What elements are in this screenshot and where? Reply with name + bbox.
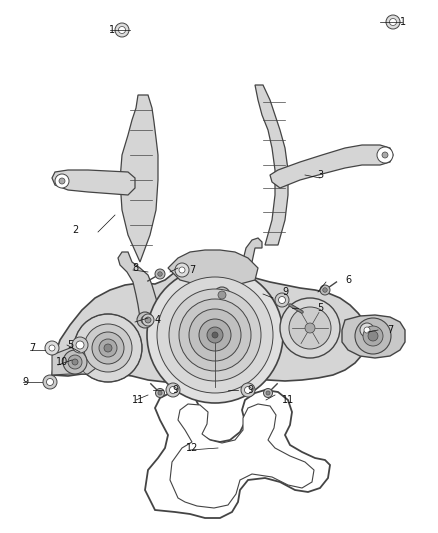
Circle shape — [59, 178, 65, 184]
Text: 12: 12 — [186, 443, 198, 453]
Circle shape — [275, 293, 289, 307]
Polygon shape — [218, 238, 262, 300]
Polygon shape — [52, 345, 96, 375]
Circle shape — [355, 318, 391, 354]
Circle shape — [364, 327, 370, 333]
Text: 4: 4 — [155, 315, 161, 325]
Circle shape — [266, 391, 270, 395]
Text: 5: 5 — [67, 340, 73, 350]
Polygon shape — [236, 288, 260, 328]
Text: 1: 1 — [109, 25, 115, 35]
Text: 8: 8 — [132, 263, 138, 273]
Circle shape — [175, 263, 189, 277]
Circle shape — [155, 389, 165, 398]
Polygon shape — [270, 145, 393, 188]
Circle shape — [166, 383, 180, 397]
Circle shape — [84, 324, 132, 372]
Circle shape — [147, 267, 283, 403]
Circle shape — [244, 386, 251, 393]
Circle shape — [145, 317, 151, 323]
Circle shape — [241, 383, 255, 397]
Polygon shape — [52, 265, 368, 383]
Circle shape — [320, 285, 330, 295]
Text: 9: 9 — [247, 385, 253, 395]
Circle shape — [99, 339, 117, 357]
Circle shape — [155, 269, 165, 279]
Polygon shape — [52, 170, 135, 195]
Polygon shape — [168, 250, 258, 285]
Text: 7: 7 — [189, 265, 195, 275]
Circle shape — [68, 355, 82, 369]
Circle shape — [212, 332, 218, 338]
Circle shape — [170, 386, 177, 393]
Polygon shape — [342, 315, 405, 358]
Circle shape — [169, 289, 261, 381]
Circle shape — [389, 19, 396, 26]
Circle shape — [280, 298, 340, 358]
Polygon shape — [120, 95, 158, 262]
Circle shape — [142, 314, 154, 326]
Text: 1: 1 — [400, 17, 406, 27]
Circle shape — [115, 23, 129, 37]
Circle shape — [363, 326, 383, 346]
Polygon shape — [118, 252, 158, 325]
Circle shape — [119, 27, 126, 34]
Text: 9: 9 — [22, 377, 28, 387]
Circle shape — [264, 389, 272, 398]
Text: 6: 6 — [345, 275, 351, 285]
Circle shape — [137, 312, 153, 328]
Circle shape — [76, 341, 84, 349]
Circle shape — [289, 307, 331, 349]
Circle shape — [158, 272, 162, 276]
Text: 2: 2 — [72, 225, 78, 235]
Circle shape — [386, 15, 400, 29]
Circle shape — [218, 291, 226, 299]
Circle shape — [55, 174, 69, 188]
Circle shape — [360, 323, 374, 337]
Circle shape — [179, 267, 185, 273]
Circle shape — [104, 344, 112, 352]
Circle shape — [214, 287, 230, 303]
Circle shape — [323, 288, 327, 292]
Circle shape — [63, 350, 87, 374]
Circle shape — [377, 147, 393, 163]
Text: 7: 7 — [29, 343, 35, 353]
Polygon shape — [170, 404, 314, 508]
Circle shape — [72, 337, 88, 353]
Circle shape — [92, 332, 124, 364]
Circle shape — [189, 309, 241, 361]
Text: 11: 11 — [282, 395, 294, 405]
Circle shape — [158, 391, 162, 395]
Circle shape — [199, 319, 231, 351]
Circle shape — [207, 327, 223, 343]
Text: 5: 5 — [317, 303, 323, 313]
Circle shape — [179, 299, 251, 371]
Circle shape — [72, 359, 78, 365]
Text: 11: 11 — [132, 395, 144, 405]
Circle shape — [45, 341, 59, 355]
Circle shape — [141, 316, 149, 324]
Text: 10: 10 — [56, 357, 68, 367]
Circle shape — [368, 331, 378, 341]
Circle shape — [157, 277, 273, 393]
Circle shape — [43, 375, 57, 389]
Circle shape — [74, 314, 142, 382]
Circle shape — [279, 296, 286, 303]
Circle shape — [49, 345, 55, 351]
Circle shape — [382, 152, 388, 158]
Polygon shape — [145, 390, 330, 518]
Text: 9: 9 — [172, 385, 178, 395]
Circle shape — [46, 378, 53, 385]
Text: 9: 9 — [282, 287, 288, 297]
Text: 3: 3 — [317, 170, 323, 180]
Text: 7: 7 — [387, 325, 393, 335]
Polygon shape — [255, 85, 288, 245]
Circle shape — [305, 323, 315, 333]
